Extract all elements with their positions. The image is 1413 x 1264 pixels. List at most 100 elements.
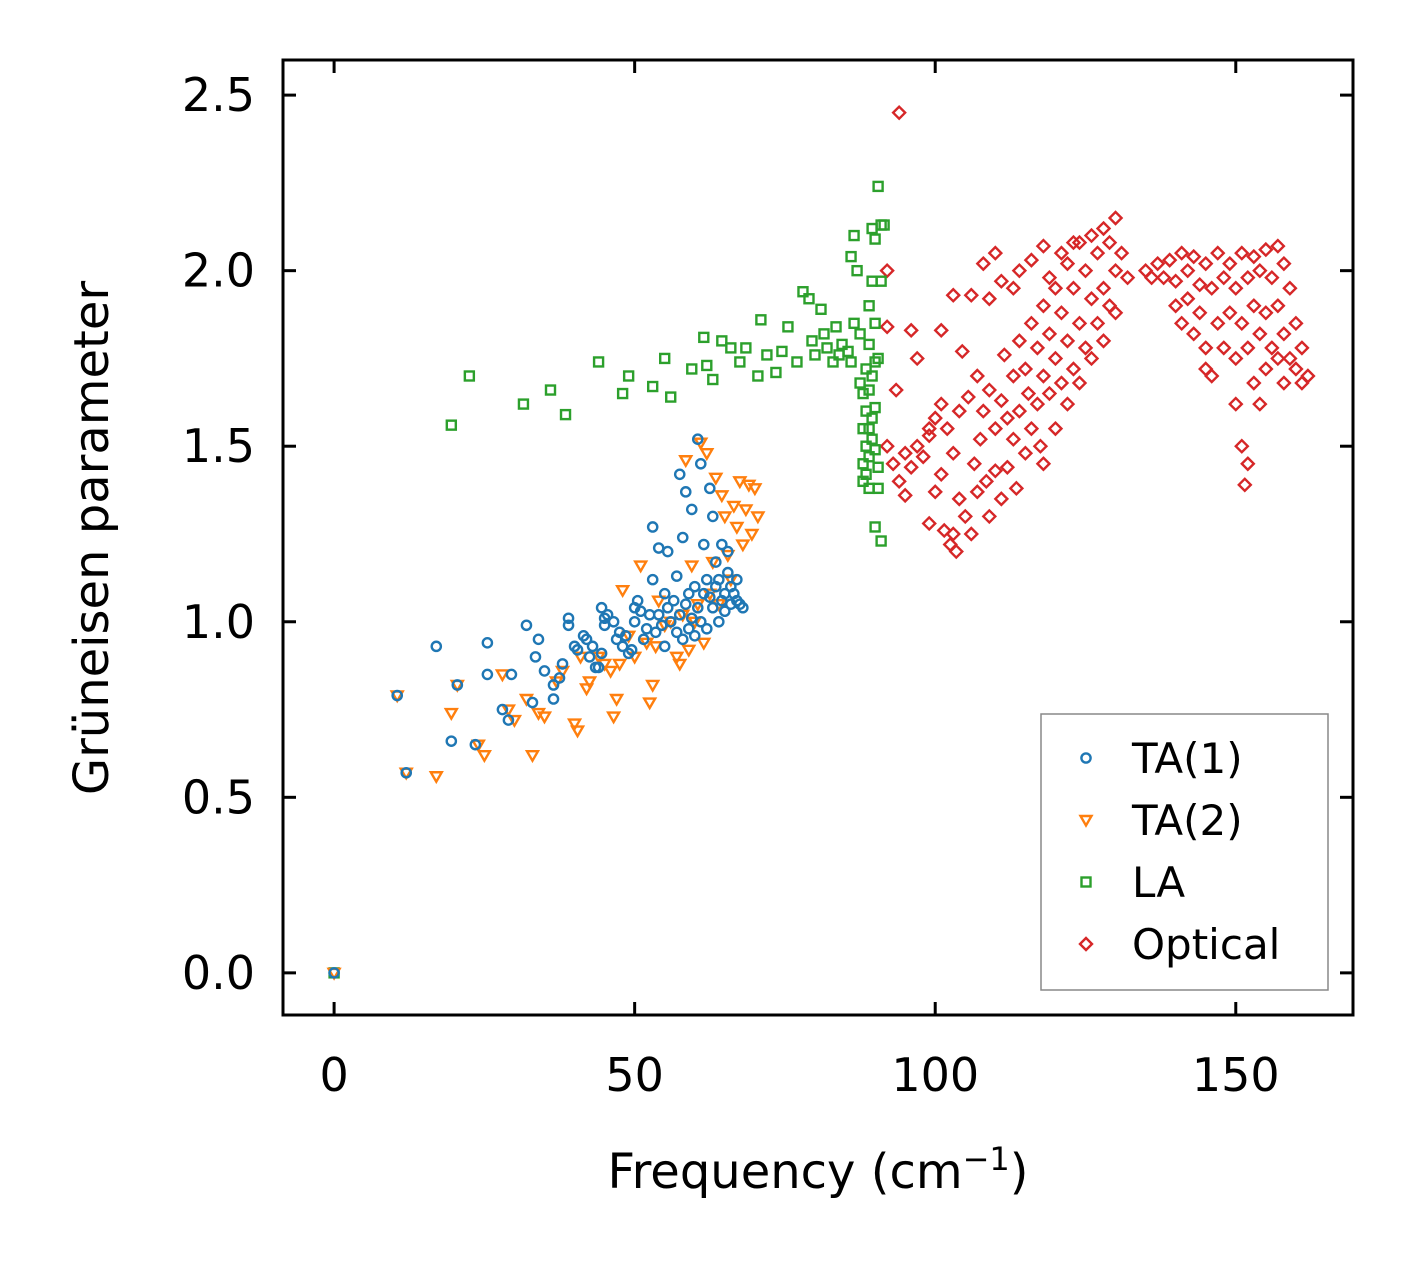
data-point (1023, 315, 1040, 332)
data-point (1179, 262, 1196, 279)
data-point (1192, 305, 1208, 321)
data-point (703, 482, 716, 495)
data-point (562, 612, 575, 625)
legend-marker-diamond (1078, 936, 1094, 952)
data-point (451, 679, 464, 691)
data-point (1095, 333, 1112, 349)
data-point (707, 510, 719, 523)
data-point (915, 449, 931, 465)
data-point (595, 601, 608, 614)
data-point (1204, 280, 1220, 296)
data-point (909, 350, 925, 367)
data-point (1264, 269, 1280, 286)
data-point (729, 521, 745, 535)
data-point (1047, 350, 1064, 367)
data-point (1228, 350, 1244, 367)
data-point (725, 342, 737, 354)
data-point (714, 490, 730, 504)
y-axis-label: Grüneisen parameter (64, 281, 120, 796)
data-point (1258, 241, 1274, 258)
data-point (633, 560, 649, 574)
data-point (520, 619, 533, 632)
legend-label: LA (1132, 858, 1185, 907)
data-point (951, 491, 967, 507)
data-point (1059, 396, 1076, 412)
data-point (866, 433, 878, 445)
data-point (1020, 385, 1037, 402)
data-point (1011, 333, 1028, 349)
data-point (524, 749, 541, 764)
data-point (476, 749, 492, 764)
data-point (566, 718, 583, 732)
data-point (1041, 385, 1058, 402)
x-tick-label: 150 (1192, 1048, 1280, 1102)
data-point (1222, 305, 1238, 321)
data-point (670, 570, 683, 582)
data-point (1017, 445, 1034, 461)
data-point (443, 707, 459, 721)
data-point (688, 630, 701, 642)
data-point (615, 584, 631, 599)
data-point (885, 456, 901, 472)
x-axis-label: Frequency (cm−1) (607, 1140, 1028, 1200)
data-point (1234, 315, 1250, 332)
data-point (463, 370, 476, 382)
data-point (1041, 269, 1058, 286)
data-point (948, 543, 964, 560)
data-point (1077, 340, 1094, 356)
data-point (860, 468, 872, 481)
data-point (878, 219, 890, 231)
data-point (592, 661, 605, 674)
data-point (679, 598, 692, 611)
data-point (1095, 280, 1112, 296)
data-point (848, 317, 860, 330)
data-point (945, 445, 961, 461)
data-point (1228, 396, 1244, 412)
x-tick-label: 50 (605, 1048, 664, 1102)
data-point (707, 601, 719, 614)
data-point (506, 714, 523, 728)
data-point (672, 658, 688, 672)
data-point (1032, 438, 1049, 454)
data-point (1240, 269, 1256, 286)
data-point (625, 644, 638, 656)
data-point (642, 697, 658, 711)
data-point (891, 104, 907, 121)
data-point (581, 676, 598, 690)
data-point (694, 615, 707, 628)
data-point (987, 463, 1004, 479)
data-point (1053, 375, 1070, 391)
data-point (502, 714, 515, 726)
data-point (732, 476, 748, 490)
data-point (863, 338, 875, 351)
data-point (1065, 234, 1082, 251)
data-point (818, 328, 830, 340)
data-point (963, 526, 979, 542)
data-point (1005, 280, 1022, 296)
data-point (936, 522, 952, 539)
data-point (747, 483, 763, 497)
data-point (975, 255, 992, 272)
data-point (649, 626, 662, 639)
data-point (646, 521, 659, 533)
data-point (445, 419, 458, 431)
data-point (646, 573, 659, 586)
data-point (963, 287, 979, 303)
data-point (547, 679, 560, 691)
data-point (645, 679, 661, 693)
data-point (857, 422, 869, 435)
data-point (1059, 333, 1076, 349)
data-point (1119, 269, 1136, 286)
data-point (1155, 269, 1172, 286)
data-point (1023, 252, 1040, 268)
data-point (703, 591, 716, 603)
data-point (1228, 280, 1244, 296)
data-point (1258, 361, 1274, 377)
data-point (648, 641, 664, 655)
data-point (969, 484, 985, 500)
data-point (694, 457, 707, 470)
data-point (661, 601, 674, 614)
data-point (1005, 431, 1022, 447)
data-point (688, 580, 701, 593)
